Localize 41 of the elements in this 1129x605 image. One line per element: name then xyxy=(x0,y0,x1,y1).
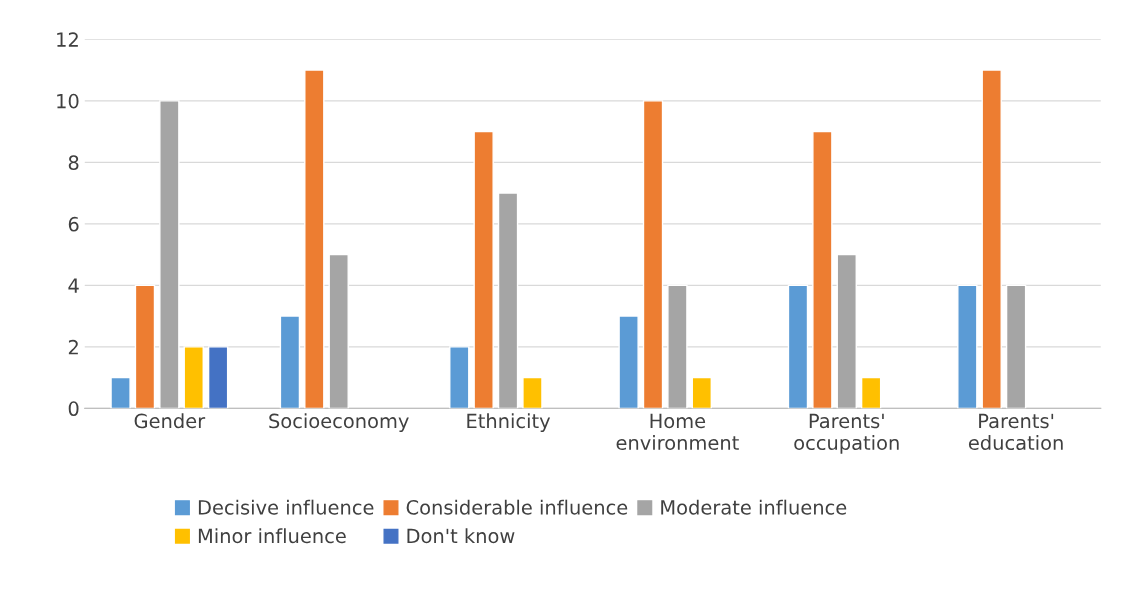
bar xyxy=(787,284,809,409)
x-tick-label: Socioeconomy xyxy=(269,413,409,433)
y-tick-label: 0 xyxy=(68,401,79,417)
bar xyxy=(812,130,833,409)
bar xyxy=(473,130,494,409)
y-tick-label: 6 xyxy=(68,216,79,232)
bar xyxy=(522,376,543,409)
bar xyxy=(836,253,857,409)
legend-label: Don't know xyxy=(407,528,515,544)
bar xyxy=(1005,284,1027,409)
bar xyxy=(159,100,180,409)
bar xyxy=(981,69,1002,409)
bar xyxy=(957,284,978,409)
x-tick-label: Parents' occupation xyxy=(794,413,899,454)
bar xyxy=(691,376,712,409)
x-tick-label: Ethnicity xyxy=(467,413,551,433)
x-tick-label: Home environment xyxy=(616,413,739,451)
bar xyxy=(860,376,882,409)
y-tick-label: 4 xyxy=(68,278,79,293)
bar xyxy=(497,192,519,409)
bar xyxy=(134,284,156,409)
bar xyxy=(642,100,664,409)
legend-label: Minor influence xyxy=(198,528,346,544)
bar xyxy=(279,315,301,409)
y-tick-label: 2 xyxy=(68,339,78,355)
bar xyxy=(304,69,325,409)
bar xyxy=(449,346,470,409)
y-tick-label: 12 xyxy=(57,32,78,47)
legend-label: Moderate influence xyxy=(661,499,847,515)
bar xyxy=(328,253,349,409)
legend-label: Considerable influence xyxy=(406,499,628,515)
y-tick-label: 10 xyxy=(57,93,79,109)
bar xyxy=(667,284,688,409)
y-tick-label: 8 xyxy=(68,155,79,171)
bar xyxy=(207,346,229,409)
bar xyxy=(183,346,204,409)
x-tick-label: Parents' education xyxy=(968,413,1063,451)
x-tick-label: Gender xyxy=(134,413,206,429)
bar xyxy=(618,315,639,409)
bar xyxy=(110,376,131,409)
legend-label: Decisive influence xyxy=(198,499,374,515)
